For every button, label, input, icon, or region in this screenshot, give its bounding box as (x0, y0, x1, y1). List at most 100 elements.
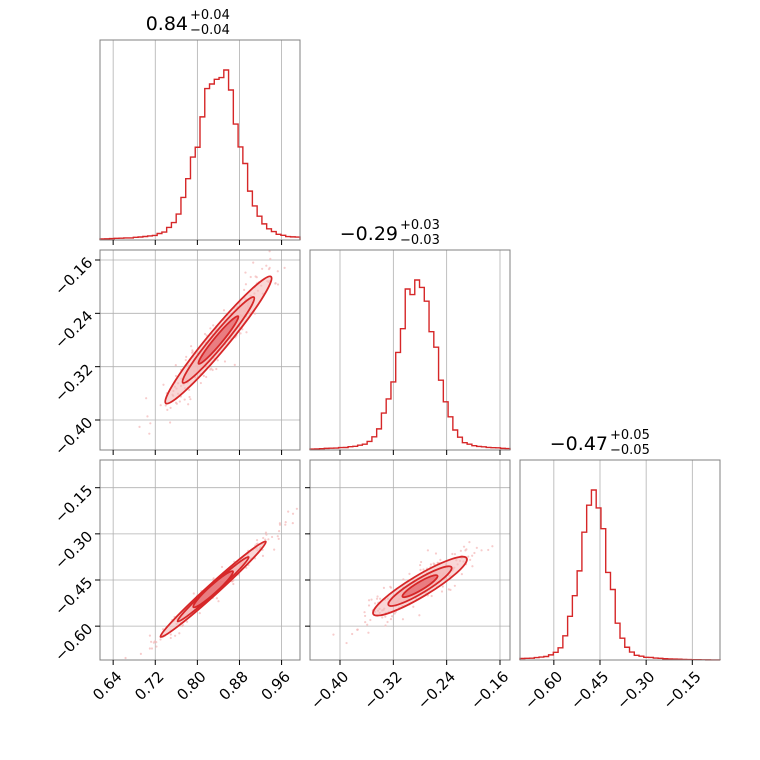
param-plus-0: +0.04 (190, 8, 230, 23)
sample-point (222, 309, 226, 312)
histogram-panel-0: 0.84 +0.04−0.04 (99, 8, 301, 240)
sample-point (332, 633, 335, 636)
sample-point (284, 521, 287, 524)
sample-point (245, 331, 248, 334)
sample-point (276, 270, 279, 273)
sample-point (217, 600, 220, 603)
sample-point (255, 276, 258, 279)
sample-point (139, 652, 142, 655)
sample-point (363, 611, 366, 614)
sample-point (366, 623, 369, 626)
sample-point (166, 408, 169, 411)
histogram-step (99, 69, 301, 240)
sample-point (351, 632, 354, 636)
sample-point (169, 636, 172, 640)
sample-point (278, 523, 282, 526)
sample-point (268, 250, 271, 253)
sample-point (252, 261, 255, 264)
sample-point (467, 555, 470, 558)
sample-point (369, 618, 372, 622)
sample-point (487, 548, 490, 552)
sample-point (273, 548, 276, 551)
sample-point (185, 355, 188, 359)
sample-point (211, 368, 214, 372)
sample-point (277, 537, 280, 540)
sample-point (181, 624, 184, 628)
sample-point (367, 631, 370, 634)
sample-point (178, 632, 181, 635)
sample-point (440, 590, 444, 593)
x-tick-label-1: −0.40 (307, 668, 352, 713)
sample-point (174, 634, 177, 637)
sample-point (287, 510, 290, 513)
x-tick-label-0: 0.64 (89, 668, 125, 704)
histogram-frame (309, 249, 511, 451)
y-tick-label-2: −0.15 (51, 481, 96, 526)
histogram-step (309, 279, 511, 450)
sample-point (138, 425, 141, 428)
sample-point (223, 360, 227, 363)
sample-point (145, 397, 148, 400)
sample-point (471, 554, 474, 557)
sample-point (439, 558, 442, 561)
y-tick-label-1: −0.32 (51, 360, 96, 405)
sample-point (233, 363, 236, 366)
sample-point (255, 539, 259, 542)
sample-point (220, 565, 224, 569)
sample-point (389, 618, 393, 621)
y-tick-label-1: −0.24 (51, 307, 96, 352)
sample-point (162, 383, 165, 386)
sample-point (381, 616, 384, 619)
sample-point (245, 566, 248, 569)
sample-point (462, 545, 466, 548)
sample-point (185, 620, 189, 623)
sample-point (124, 656, 127, 660)
sample-point (265, 264, 268, 267)
sample-point (199, 381, 202, 385)
sample-point (261, 554, 265, 557)
sample-point (418, 614, 421, 617)
sample-point (232, 582, 235, 586)
sample-point (243, 288, 246, 291)
sample-point (255, 542, 258, 546)
sample-point (264, 538, 267, 541)
sample-point (169, 406, 172, 409)
param-minus-2: −0.05 (610, 443, 650, 458)
sample-point (276, 535, 279, 538)
sample-point (469, 558, 472, 561)
sample-point (150, 640, 153, 643)
sample-point (209, 327, 212, 330)
sample-point (408, 572, 411, 575)
sample-point (244, 283, 248, 286)
sample-point (198, 612, 201, 615)
sample-point (367, 604, 371, 607)
sample-point (434, 552, 438, 555)
sample-point (267, 538, 270, 541)
sample-point (277, 529, 281, 533)
sample-point (375, 597, 379, 600)
sample-point (202, 374, 205, 378)
sample-point (267, 268, 271, 271)
scatter-panel-2-0 (100, 460, 300, 660)
param-plus-2: +0.05 (610, 428, 650, 443)
sample-point (169, 633, 172, 636)
sample-point (402, 578, 405, 581)
scatter-frame (99, 459, 301, 661)
x-tick-label-1: −0.32 (360, 668, 405, 713)
scatter-frame (99, 249, 301, 451)
sample-point (148, 647, 151, 650)
sample-point (164, 404, 167, 407)
contour-level-2 (401, 574, 439, 599)
sample-point (447, 588, 450, 591)
sample-point (205, 334, 208, 337)
sample-point (249, 275, 252, 279)
sample-point (376, 595, 379, 598)
sample-point (370, 598, 373, 601)
sample-point (262, 536, 265, 540)
sample-point (191, 349, 194, 352)
sample-point (364, 620, 367, 624)
sample-point (146, 415, 149, 418)
sample-point (278, 522, 281, 525)
sample-point (356, 628, 359, 631)
sample-point (253, 312, 257, 315)
